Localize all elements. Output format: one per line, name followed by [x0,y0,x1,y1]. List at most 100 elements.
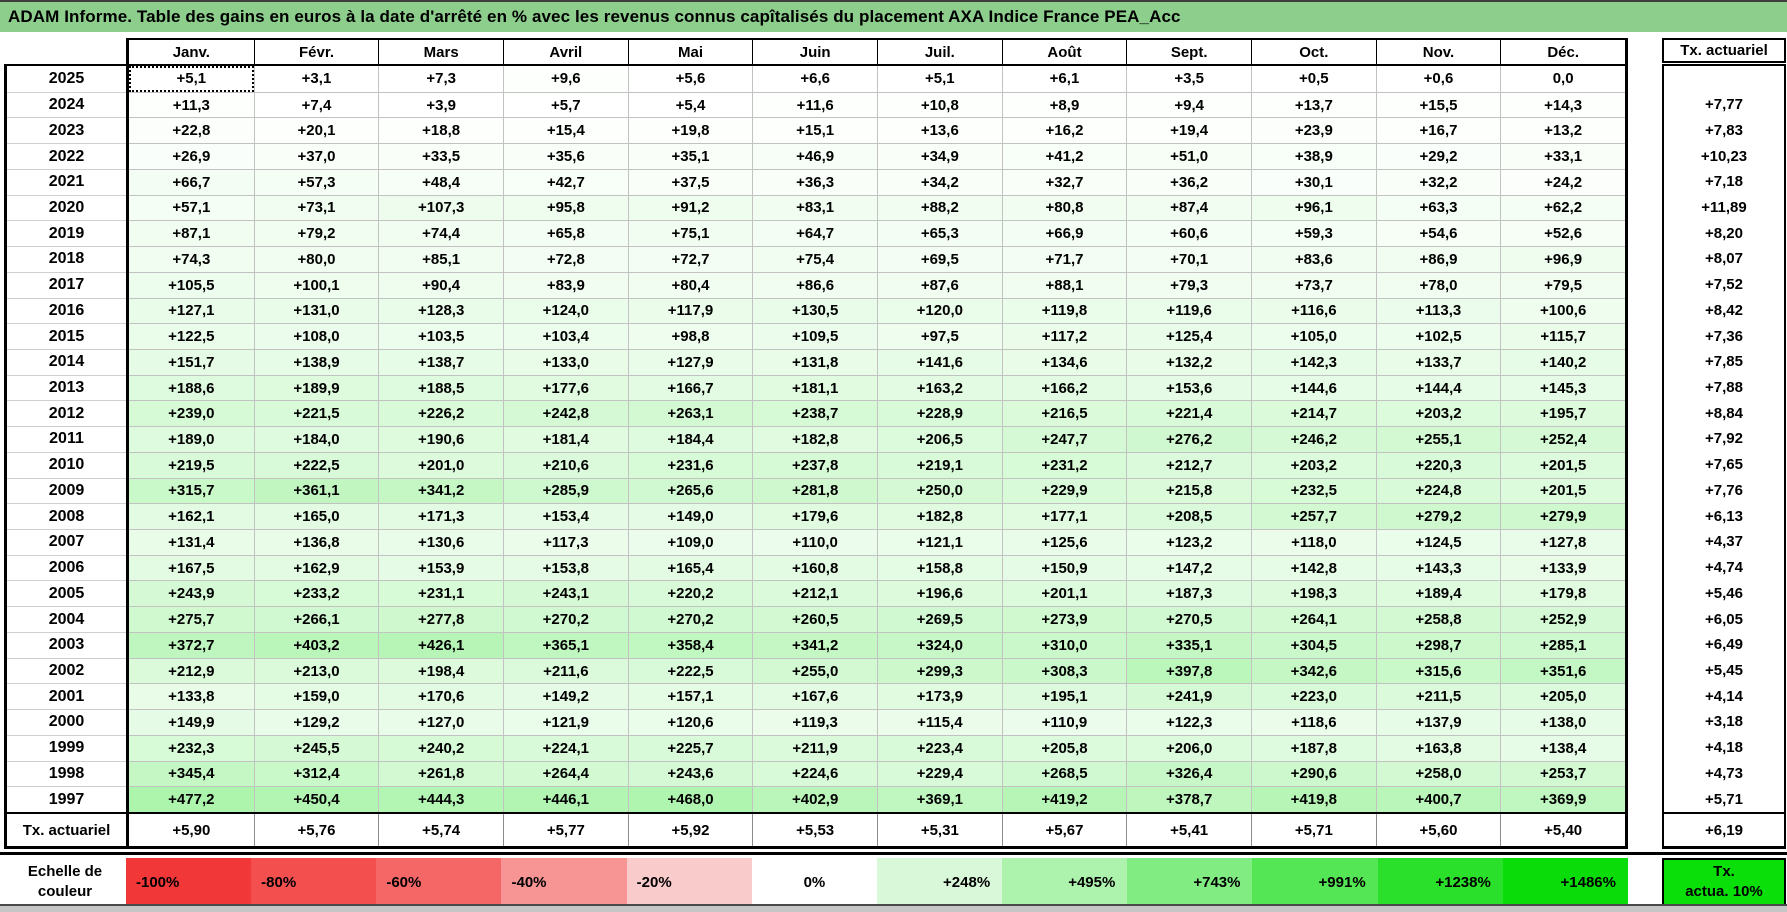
gain-cell[interactable]: +141,6 [876,348,1002,375]
gain-cell[interactable]: +163,8 [1375,734,1501,761]
gain-cell[interactable]: +223,0 [1250,683,1376,710]
gain-cell[interactable]: +64,7 [752,220,877,247]
gain-cell[interactable]: +181,1 [752,374,877,401]
gain-cell[interactable]: +96,9 [1500,246,1625,272]
gain-cell[interactable]: +117,9 [627,297,753,324]
gain-cell[interactable]: +264,1 [1250,606,1376,632]
gain-cell[interactable]: +150,9 [1001,554,1127,581]
gain-cell[interactable]: +261,8 [378,760,503,787]
gain-cell[interactable]: +213,0 [253,657,379,684]
gain-cell[interactable]: +138,9 [253,348,379,375]
gain-cell[interactable]: +102,5 [1375,323,1501,349]
tx-actuariel-footer-cell[interactable]: +6,19 [1664,812,1784,846]
gain-cell[interactable]: +201,5 [1500,451,1625,478]
gain-cell[interactable]: +212,1 [752,580,877,607]
tx-actuariel-cell[interactable]: +7,83 [1705,121,1743,139]
gain-cell[interactable]: +255,1 [1375,426,1501,452]
gain-cell[interactable]: +116,6 [1250,297,1376,324]
gain-cell[interactable]: +72,7 [627,246,753,272]
gain-cell[interactable]: +369,9 [1500,786,1625,812]
gain-cell[interactable]: +310,0 [1001,631,1127,658]
year-label[interactable]: 2020 [7,194,126,221]
gain-cell[interactable]: +444,3 [378,786,503,812]
gain-cell[interactable]: +83,6 [1250,246,1376,272]
gain-cell[interactable]: +83,9 [502,271,628,298]
gain-cell[interactable]: +72,8 [502,246,628,272]
gain-cell[interactable]: +182,8 [752,426,877,452]
gain-cell[interactable]: +133,0 [502,348,628,375]
gain-cell[interactable]: +119,8 [1001,297,1127,324]
gain-cell[interactable]: +264,4 [502,760,628,787]
year-label[interactable]: 2016 [7,297,126,324]
gain-cell[interactable]: +224,8 [1375,477,1501,504]
gain-cell[interactable]: +3,1 [253,66,379,92]
gain-cell[interactable]: +279,2 [1375,503,1501,530]
gain-cell[interactable]: +206,0 [1126,734,1251,761]
gain-cell[interactable]: +252,9 [1500,606,1625,632]
gain-cell[interactable]: +32,2 [1375,168,1501,195]
gain-cell[interactable]: +125,4 [1126,323,1251,349]
gain-cell[interactable]: +103,5 [378,323,503,349]
gain-cell[interactable]: +260,5 [752,606,877,632]
gain-cell[interactable]: +142,8 [1250,554,1376,581]
gain-cell[interactable]: +9,4 [1126,91,1251,118]
gain-cell[interactable]: +250,0 [876,477,1002,504]
gain-cell[interactable]: +231,2 [1001,451,1127,478]
gain-cell[interactable]: +206,5 [876,426,1002,452]
year-label[interactable]: 2004 [7,606,126,632]
gain-cell[interactable]: +181,4 [502,426,628,452]
gain-cell[interactable]: +162,1 [129,503,254,530]
year-label[interactable]: 2012 [7,400,126,426]
gain-cell[interactable]: +91,2 [627,194,753,221]
gain-cell[interactable]: +231,6 [627,451,753,478]
year-label[interactable]: 2013 [7,374,126,401]
gain-cell[interactable]: +80,4 [627,271,753,298]
gain-cell[interactable]: +167,5 [129,554,254,581]
gain-cell[interactable]: +201,0 [378,451,503,478]
gain-cell[interactable]: +273,9 [1001,606,1127,632]
gain-cell[interactable]: +361,1 [253,477,379,504]
gain-cell[interactable]: +257,7 [1250,503,1376,530]
gain-cell[interactable]: +243,9 [129,580,254,607]
gain-cell[interactable]: +403,2 [253,631,379,658]
month-header[interactable]: Juin [752,40,877,64]
gain-cell[interactable]: +196,6 [876,580,1002,607]
gain-cell[interactable]: +122,5 [129,323,254,349]
gain-cell[interactable]: +400,7 [1375,786,1501,812]
monthly-actuarial-cell[interactable]: +5,90 [172,821,211,839]
gain-cell[interactable]: +419,2 [1001,786,1127,812]
scale-cell[interactable]: 0% [751,858,877,906]
gain-cell[interactable]: +127,8 [1500,529,1625,555]
gain-cell[interactable]: +124,0 [502,297,628,324]
gain-cell[interactable]: +133,8 [129,683,254,710]
gain-cell[interactable]: +195,7 [1500,400,1625,427]
tx-actuariel-cell[interactable]: +8,07 [1705,250,1743,268]
gain-cell[interactable]: +160,8 [752,554,877,581]
gain-cell[interactable]: +167,6 [752,683,877,710]
gain-cell[interactable]: +221,4 [1126,400,1251,427]
gain-cell[interactable]: +5,7 [502,91,628,118]
month-header[interactable]: Févr. [253,40,379,64]
gain-cell[interactable]: +110,0 [752,529,877,555]
gain-cell[interactable]: +69,5 [876,246,1002,272]
gain-cell[interactable]: +75,1 [627,220,753,247]
scale-cell[interactable]: -100% [126,858,252,906]
gain-cell[interactable]: +8,9 [1001,91,1127,118]
gain-cell[interactable]: +6,6 [752,66,877,92]
gain-cell[interactable]: +79,5 [1500,271,1625,298]
gain-cell[interactable]: +87,6 [876,271,1002,298]
gain-cell[interactable]: +66,9 [1001,220,1127,247]
gain-cell[interactable]: +246,2 [1250,426,1376,452]
tx-actuariel-cell[interactable]: +7,36 [1705,327,1743,345]
gain-cell[interactable]: +108,0 [253,323,379,349]
gain-cell[interactable]: +231,1 [378,580,503,607]
scale-cell[interactable]: -60% [376,858,502,906]
gain-cell[interactable]: +132,2 [1126,348,1251,375]
gain-cell[interactable]: +189,4 [1375,580,1501,607]
gain-cell[interactable]: +165,0 [253,503,379,530]
gain-cell[interactable]: +83,1 [752,194,877,221]
gain-cell[interactable]: +228,9 [876,400,1002,427]
gain-cell[interactable]: +143,3 [1375,554,1501,581]
gain-cell[interactable]: +115,4 [876,709,1002,735]
gain-cell[interactable]: +341,2 [752,631,877,658]
